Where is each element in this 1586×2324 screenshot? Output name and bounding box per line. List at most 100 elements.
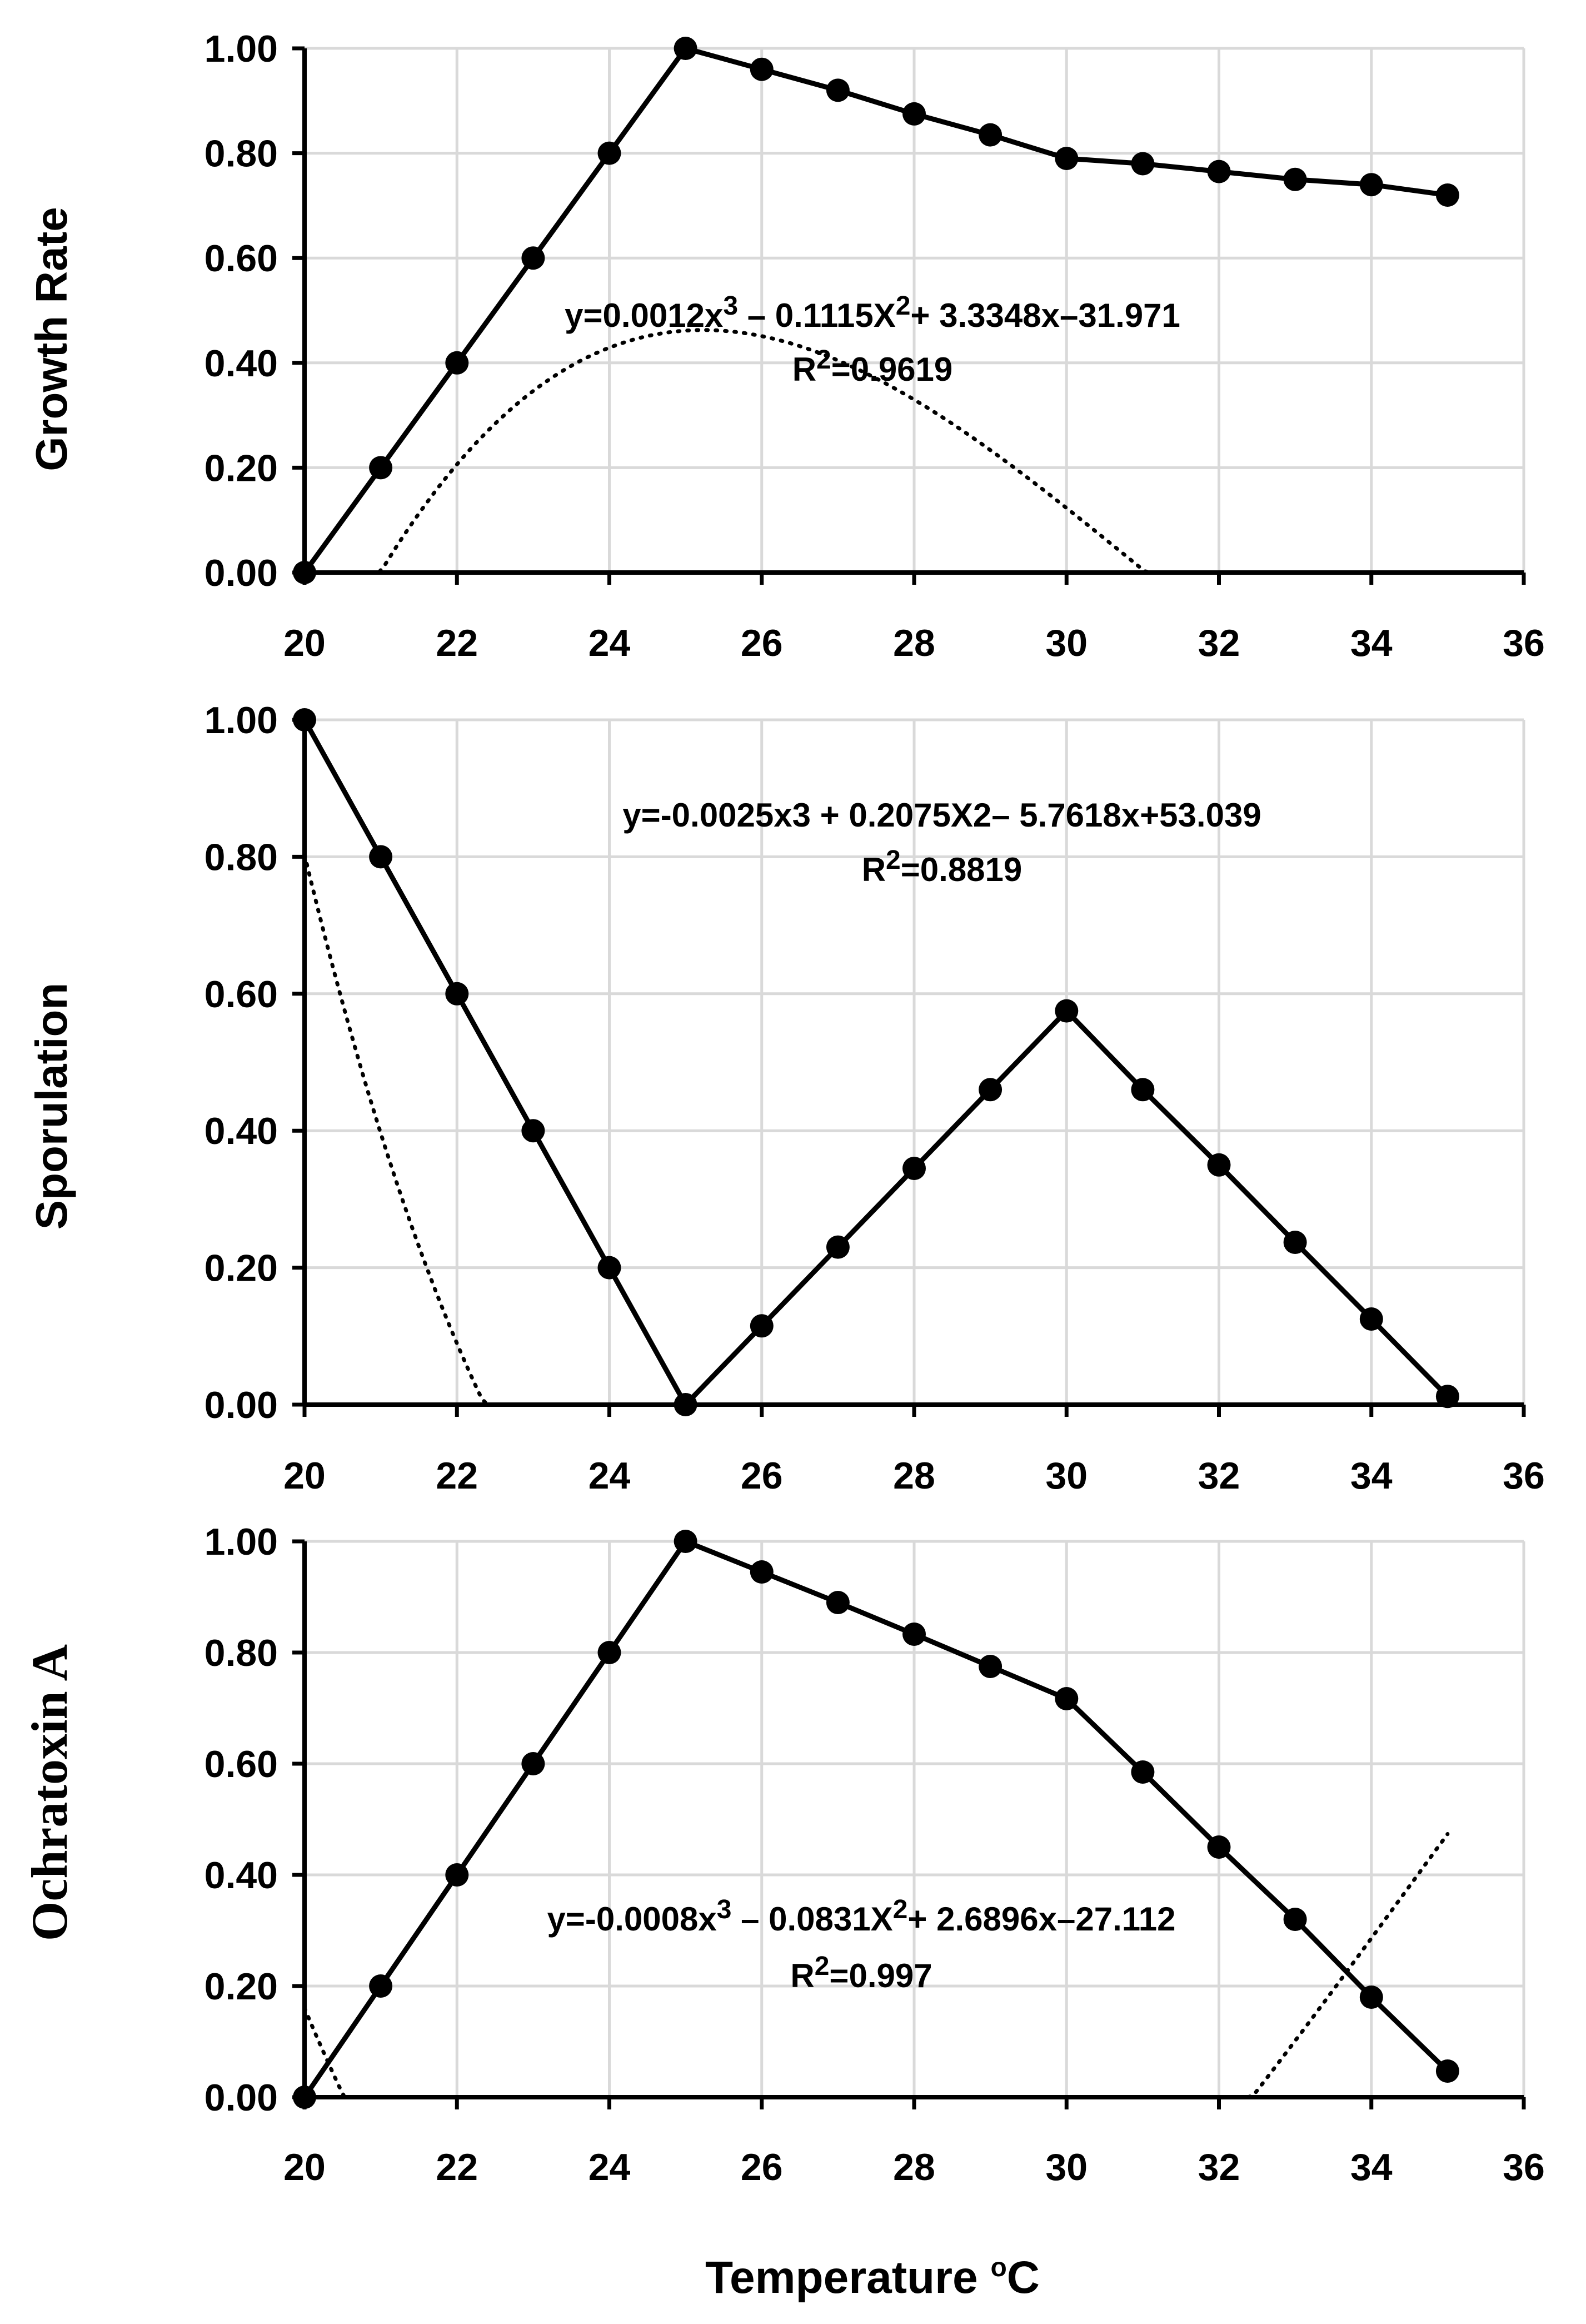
panel-sporulation: 20 22 24 26 28 30 32 34 36 0.00 0.20 0.40 0.60 0.80 1.… bbox=[27, 699, 1545, 1497]
x-tick-label: 26 bbox=[741, 1455, 783, 1497]
trend-equation-sporulation: y=-0.0025x3 + 0.2075X2– 5.7618x+53.039 bbox=[622, 797, 1261, 834]
data-point bbox=[1359, 173, 1383, 197]
data-point bbox=[1283, 167, 1307, 191]
data-point bbox=[1435, 2059, 1459, 2083]
data-point bbox=[1131, 152, 1155, 176]
data-point bbox=[826, 78, 850, 102]
r-squared-ochratoxin-a: R2=0.997 bbox=[790, 1952, 932, 1994]
x-tick-label: 20 bbox=[283, 622, 326, 664]
data-point bbox=[597, 1256, 621, 1280]
data-point bbox=[1207, 1153, 1231, 1177]
data-point bbox=[293, 561, 316, 584]
data-point bbox=[369, 1974, 393, 1998]
r-squared-sporulation: R2=0.8819 bbox=[862, 845, 1023, 888]
r-squared-growth-rate: R2=0.9619 bbox=[792, 345, 953, 388]
data-point bbox=[1283, 1231, 1307, 1254]
data-point bbox=[369, 845, 393, 869]
x-tick-label: 30 bbox=[1045, 1455, 1088, 1497]
x-tick-label: 32 bbox=[1198, 1455, 1240, 1497]
data-point bbox=[1207, 1835, 1231, 1859]
data-point bbox=[750, 1314, 774, 1338]
data-point bbox=[293, 708, 316, 731]
trendline-sporulation bbox=[302, 853, 1450, 1407]
x-tick-label: 34 bbox=[1350, 1455, 1393, 1497]
x-tick-label: 30 bbox=[1045, 622, 1088, 664]
y-tick-label: 1.00 bbox=[205, 28, 278, 70]
panel-ochratoxin-a: 20 22 24 26 28 30 32 34 36 0.00 0.20 0.40 0.60 0.80 1.… bbox=[21, 1521, 1545, 2188]
data-point bbox=[1283, 1908, 1307, 1931]
data-point bbox=[293, 2086, 316, 2109]
x-tick-label: 22 bbox=[436, 1455, 478, 1497]
data-point bbox=[902, 102, 926, 126]
x-tick-label: 20 bbox=[283, 1455, 326, 1497]
y-tick-label: 0.60 bbox=[205, 237, 278, 280]
y-tick-label: 0.00 bbox=[205, 1384, 278, 1426]
data-point bbox=[521, 1752, 545, 1775]
x-tick-label: 24 bbox=[588, 1455, 631, 1497]
x-tick-label: 24 bbox=[588, 2146, 631, 2188]
data-point bbox=[902, 1157, 926, 1180]
y-tick-label: 0.80 bbox=[205, 836, 278, 878]
panel-growth-rate: 20 22 24 26 28 30 32 34 36 0.00 0.20 0.40 0.60 0.80 1.… bbox=[27, 28, 1545, 664]
data-point bbox=[597, 141, 621, 165]
data-point bbox=[826, 1235, 850, 1259]
data-point bbox=[674, 1530, 697, 1553]
data-point bbox=[1055, 1687, 1079, 1710]
data-point bbox=[979, 123, 1003, 147]
data-point bbox=[445, 351, 469, 375]
x-tick-label: 32 bbox=[1198, 622, 1240, 664]
y-tick-label: 1.00 bbox=[205, 1521, 278, 1563]
trendline-growth-rate bbox=[302, 328, 1450, 575]
x-axis-title: Temperature oC bbox=[705, 2252, 1040, 2303]
x-tick-label: 34 bbox=[1350, 622, 1393, 664]
y-axis-title-ochratoxin-a: Ochratoxin A bbox=[21, 1644, 78, 1941]
y-tick-label: 0.40 bbox=[205, 1854, 278, 1897]
data-point bbox=[445, 982, 469, 1006]
series-line-sporulation bbox=[302, 718, 1450, 1407]
y-tick-label: 1.00 bbox=[205, 699, 278, 742]
data-point bbox=[1359, 1985, 1383, 2009]
x-tick-label: 34 bbox=[1350, 2146, 1393, 2188]
y-axis-title-sporulation: Sporulation bbox=[27, 983, 76, 1230]
data-point bbox=[750, 1560, 774, 1584]
y-tick-label: 0.40 bbox=[205, 1110, 278, 1152]
x-tick-label: 26 bbox=[741, 2146, 783, 2188]
data-point bbox=[1055, 999, 1079, 1023]
y-tick-label: 0.80 bbox=[205, 133, 278, 175]
x-tick-label: 20 bbox=[283, 2146, 326, 2188]
x-tick-label: 22 bbox=[436, 2146, 478, 2188]
x-tick-label: 28 bbox=[893, 1455, 935, 1497]
x-tick-label: 28 bbox=[893, 2146, 935, 2188]
data-point bbox=[521, 1119, 545, 1143]
x-tick-label: 22 bbox=[436, 622, 478, 664]
y-tick-label: 0.20 bbox=[205, 447, 278, 489]
data-point bbox=[826, 1591, 850, 1614]
data-point bbox=[1435, 183, 1459, 207]
data-point bbox=[1131, 1760, 1155, 1784]
trendline-ochratoxin-a bbox=[302, 1832, 1450, 2099]
trend-equation-ochratoxin-a: y=-0.0008x3 – 0.0831X2+ 2.6896x–27.112 bbox=[547, 1895, 1175, 1938]
data-point bbox=[674, 37, 697, 60]
y-tick-label: 0.20 bbox=[205, 1965, 278, 2008]
trend-equation-growth-rate: y=0.0012x3 – 0.1115X2+ 3.3348x–31.971 bbox=[565, 291, 1180, 334]
y-tick-label: 0.00 bbox=[205, 2077, 278, 2119]
x-tick-label: 28 bbox=[893, 622, 935, 664]
data-point bbox=[1055, 147, 1079, 170]
data-point bbox=[750, 57, 774, 81]
y-tick-label: 0.00 bbox=[205, 552, 278, 594]
x-tick-label: 24 bbox=[588, 622, 631, 664]
x-tick-label: 30 bbox=[1045, 2146, 1088, 2188]
data-point bbox=[445, 1863, 469, 1887]
data-point bbox=[1131, 1078, 1155, 1102]
y-tick-label: 0.20 bbox=[205, 1247, 278, 1290]
y-axis-title-growth-rate: Growth Rate bbox=[27, 207, 76, 471]
series-line-ochratoxin-a bbox=[302, 1539, 1450, 2099]
x-tick-label: 32 bbox=[1198, 2146, 1240, 2188]
data-point bbox=[597, 1641, 621, 1664]
data-point bbox=[979, 1078, 1003, 1102]
x-tick-label: 36 bbox=[1503, 622, 1545, 664]
data-point bbox=[521, 246, 545, 270]
x-tick-label: 36 bbox=[1503, 1455, 1545, 1497]
data-point bbox=[1207, 160, 1231, 183]
